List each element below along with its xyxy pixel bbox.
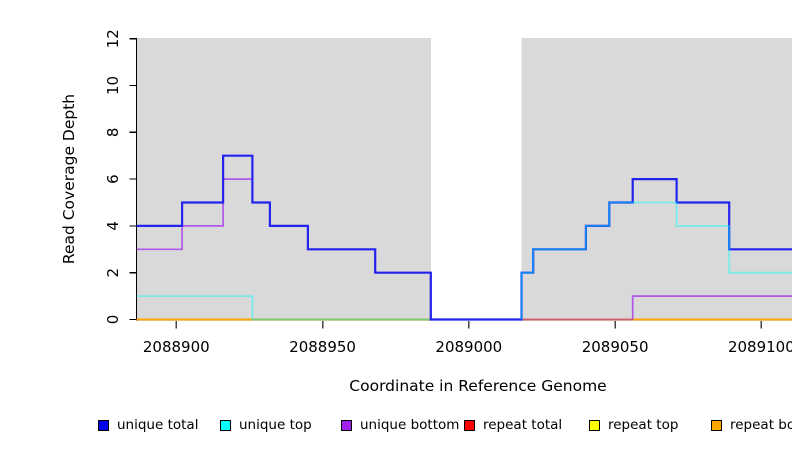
plot-canvas: 0 2 4 6 8 10 12 2088900 2088950 2089000 2089050 208…	[40, 16, 792, 448]
legend-marker-unique-top	[220, 420, 231, 431]
y-tick-label: 4	[104, 221, 122, 231]
y-axis-title: Read Coverage Depth	[60, 94, 78, 264]
legend-label: unique total	[117, 417, 198, 433]
legend-item-unique-top: unique top	[220, 417, 312, 433]
y-tick-label: 6	[104, 174, 122, 184]
x-axis-title: Coordinate in Reference Genome	[349, 377, 606, 395]
legend-item-unique-bottom: unique bottom	[341, 417, 459, 433]
legend-marker-repeat-total	[464, 420, 475, 431]
x-tick-label: 2089100	[728, 338, 792, 356]
x-tick-label: 2088900	[143, 338, 210, 356]
legend-label: repeat total	[483, 417, 562, 433]
y-tick-label: 12	[104, 29, 122, 48]
y-tick-label: 2	[104, 268, 122, 278]
legend-marker-repeat-top	[589, 420, 600, 431]
legend-label: unique top	[239, 417, 312, 433]
legend-label: repeat top	[608, 417, 678, 433]
legend-marker-unique-bottom	[341, 420, 352, 431]
legend-label: repeat bottom	[730, 417, 792, 433]
legend-item-repeat-total: repeat total	[464, 417, 562, 433]
legend-item-repeat-top: repeat top	[589, 417, 678, 433]
legend: unique total unique top unique bottom repea…	[40, 417, 792, 441]
legend-item-repeat-bottom: repeat bottom	[711, 417, 792, 433]
legend-item-unique-total: unique total	[98, 417, 198, 433]
shaded-region	[137, 38, 431, 321]
legend-marker-repeat-bottom	[711, 420, 722, 431]
read-coverage-chart: 0 2 4 6 8 10 12 2088900 2088950 2089000 2089050 208…	[40, 16, 792, 448]
x-tick-label: 2088950	[289, 338, 356, 356]
legend-label: unique bottom	[360, 417, 459, 433]
y-tick-label: 0	[104, 315, 122, 325]
y-tick-label: 8	[104, 128, 122, 138]
legend-marker-unique-total	[98, 420, 109, 431]
x-tick-label: 2089000	[435, 338, 502, 356]
y-tick-label: 10	[104, 76, 122, 95]
x-tick-label: 2089050	[582, 338, 649, 356]
